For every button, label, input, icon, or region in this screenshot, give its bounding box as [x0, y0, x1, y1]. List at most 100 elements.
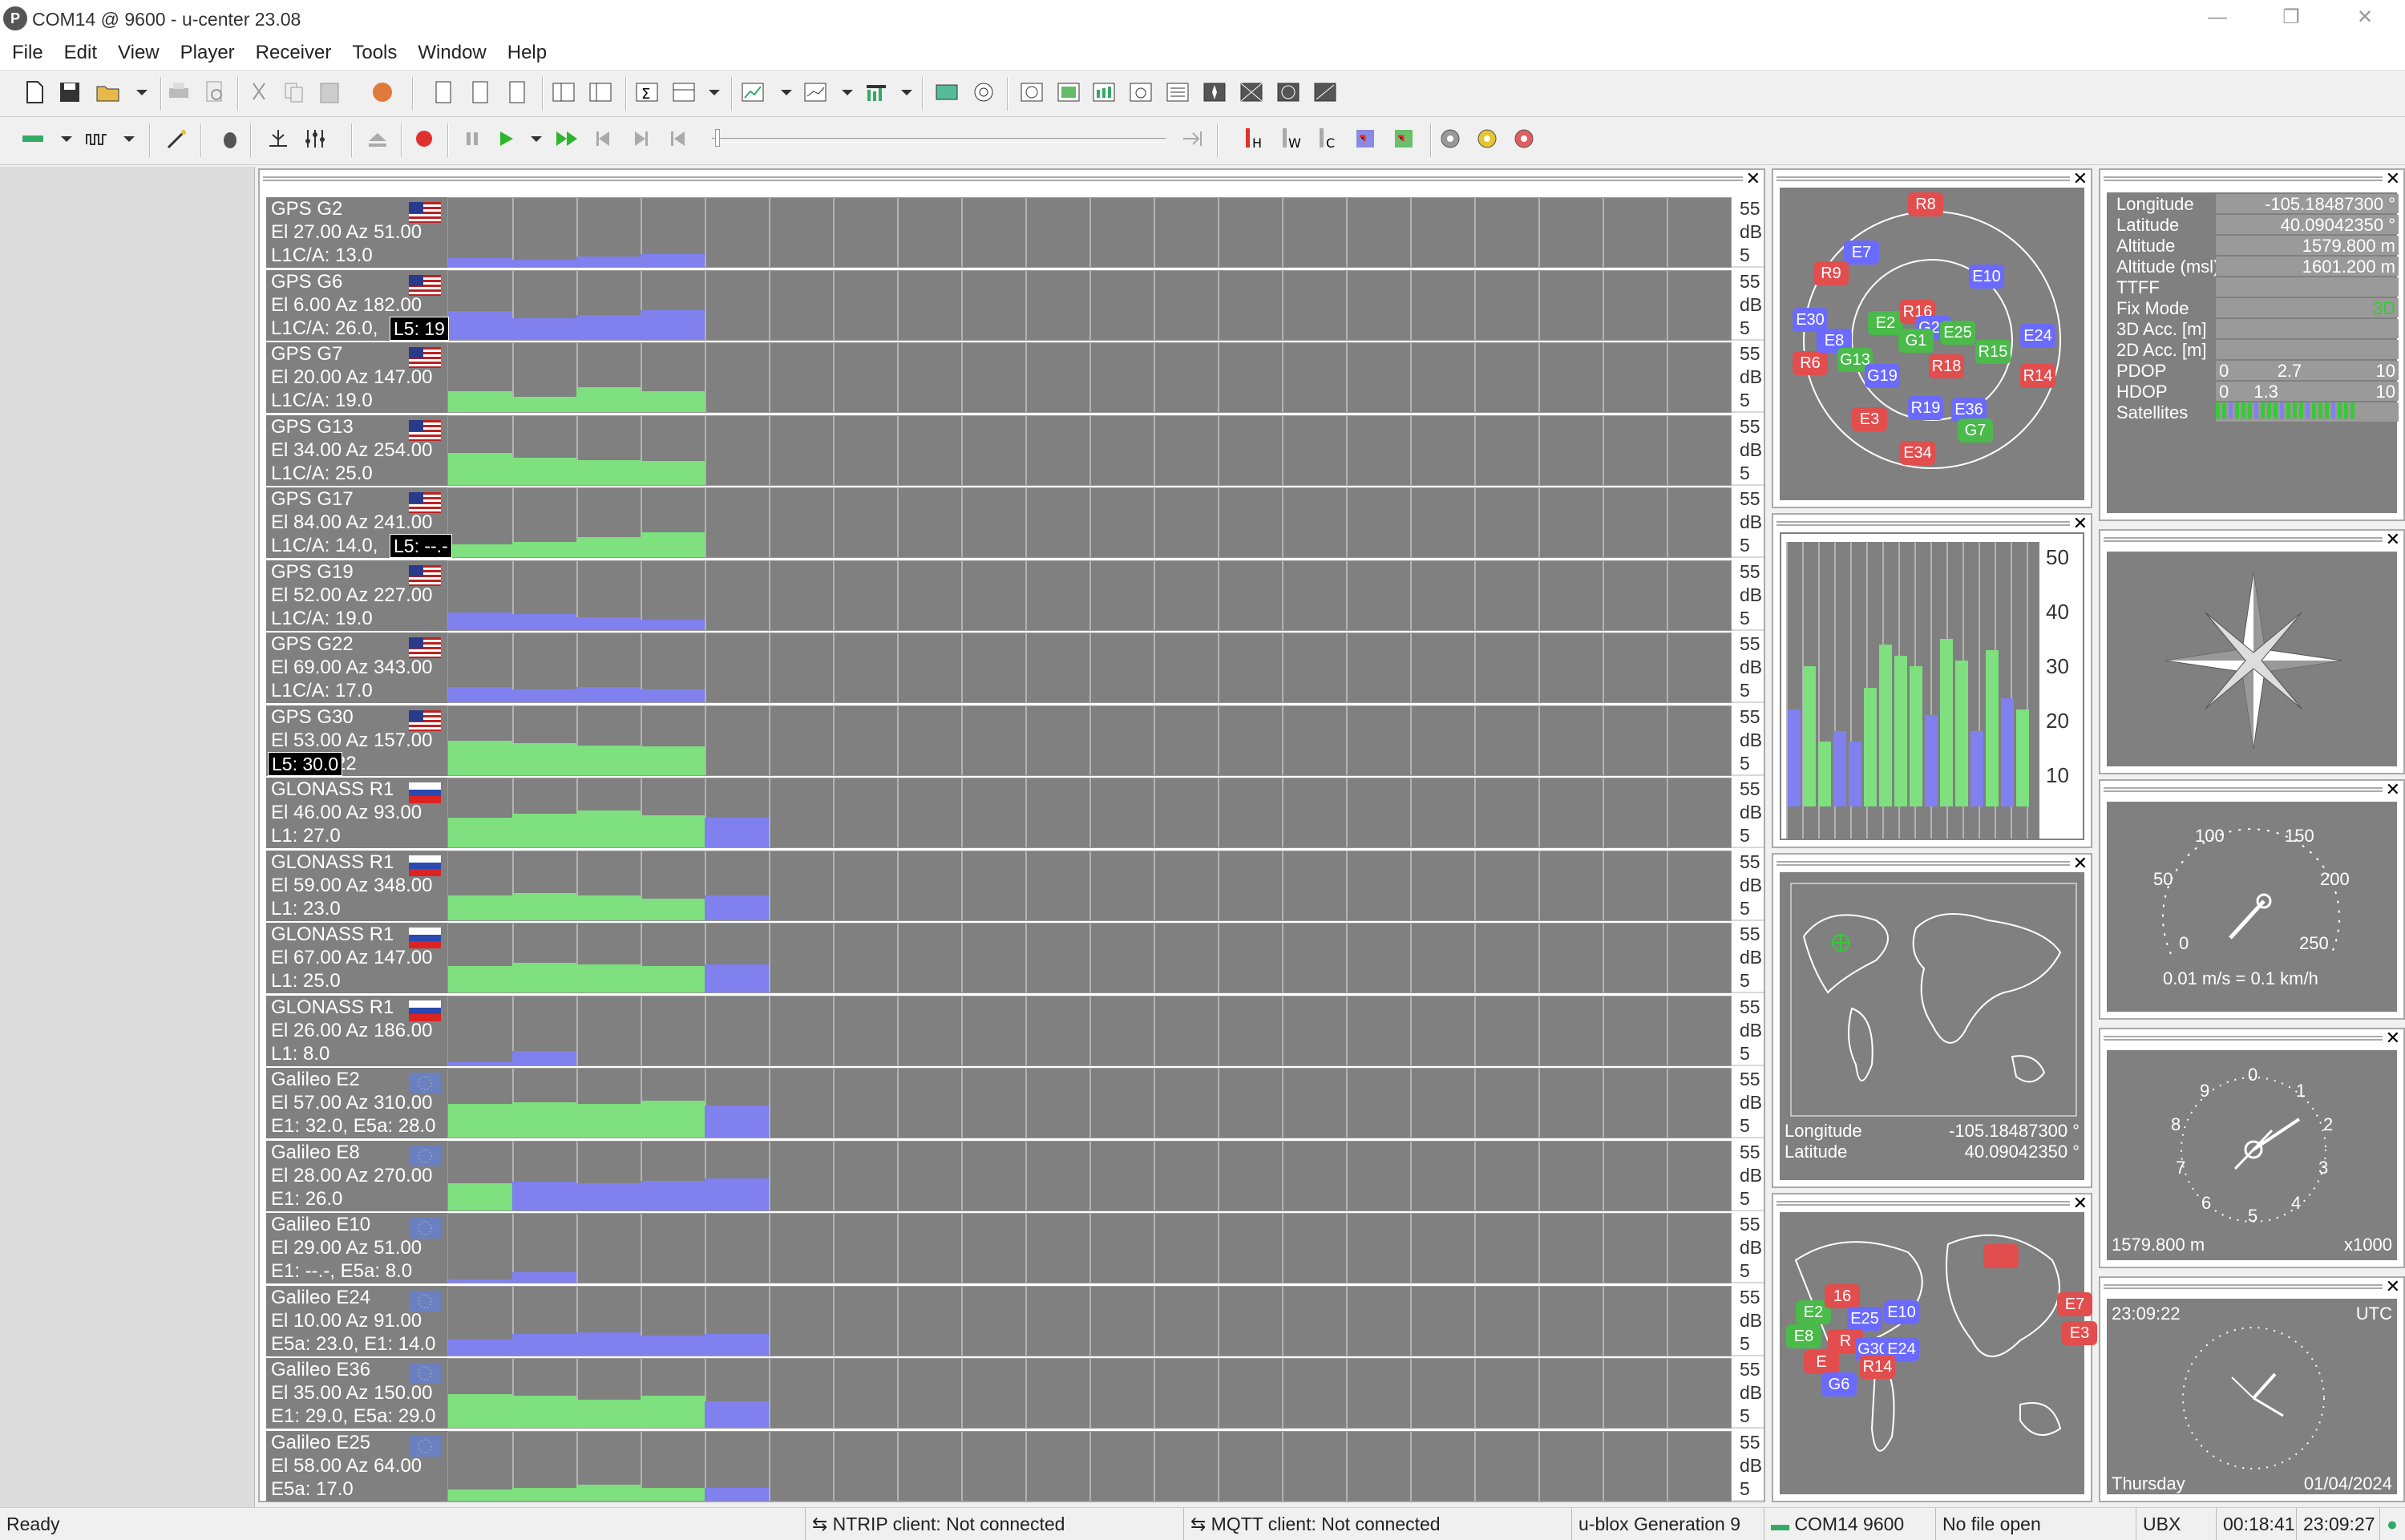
altimeter-view-icon[interactable] — [1312, 79, 1339, 106]
signal-bars-icon[interactable] — [863, 79, 890, 106]
menu-file[interactable]: File — [12, 42, 43, 63]
panel-grip[interactable] — [1776, 861, 2070, 866]
panel-grip[interactable] — [2104, 787, 2383, 792]
list-view-icon[interactable] — [1164, 79, 1191, 106]
pause-icon[interactable] — [459, 125, 486, 152]
debug-bug-icon[interactable] — [216, 125, 244, 152]
dropdown-arrow-icon[interactable] — [523, 125, 550, 152]
close-panel-icon[interactable]: ✕ — [2385, 1028, 2400, 1048]
antenna-icon[interactable] — [265, 125, 292, 152]
compass-view-icon[interactable] — [1201, 79, 1228, 106]
dropdown-arrow-icon[interactable] — [128, 79, 156, 106]
menu-player[interactable]: Player — [180, 42, 235, 63]
restore-button[interactable]: ❐ — [2282, 6, 2300, 28]
menu-view[interactable]: View — [118, 42, 160, 63]
panel-grip[interactable] — [2104, 176, 2383, 181]
table-view-icon[interactable] — [670, 79, 697, 106]
step-back-icon[interactable] — [590, 125, 617, 152]
panel-grip[interactable] — [2104, 1036, 2383, 1041]
packet-view-icon[interactable] — [467, 79, 494, 106]
clock-view-icon[interactable] — [1275, 79, 1302, 106]
cut-icon[interactable] — [245, 79, 273, 106]
satellite-marker: E10 — [1969, 265, 2004, 289]
print-icon[interactable] — [165, 79, 192, 106]
close-panel-icon[interactable]: ✕ — [1745, 168, 1760, 188]
open-folder-icon[interactable] — [95, 79, 122, 106]
copy-icon[interactable] — [281, 79, 308, 106]
signal-bar — [576, 1103, 641, 1138]
panel-grip[interactable] — [1776, 521, 2070, 526]
new-file-icon[interactable] — [21, 79, 48, 106]
save-icon[interactable] — [56, 79, 83, 106]
data-view-icon[interactable] — [1055, 79, 1082, 106]
baudrate-icon[interactable] — [83, 125, 111, 152]
close-panel-icon[interactable]: ✕ — [2072, 1193, 2088, 1213]
rewind-to-start-icon[interactable] — [664, 125, 691, 152]
connection-icon[interactable] — [19, 125, 46, 152]
mqtt-status[interactable]: ⇆ MQTT client: Not connected — [1183, 1508, 1576, 1540]
signal-view-icon[interactable] — [1090, 79, 1118, 106]
panel-grip[interactable] — [1776, 1201, 2070, 1206]
menu-help[interactable]: Help — [507, 42, 548, 63]
gear-icon[interactable] — [1473, 125, 1501, 152]
panel-grip[interactable] — [2104, 1284, 2383, 1289]
settings-gear-icon[interactable] — [1510, 125, 1538, 152]
paste-icon[interactable] — [316, 79, 343, 106]
dashboard-icon[interactable] — [1127, 79, 1154, 106]
autobauding-icon[interactable] — [164, 125, 191, 152]
menu-window[interactable]: Window — [418, 42, 487, 63]
slider-thumb[interactable] — [715, 129, 720, 147]
step-forward-icon[interactable] — [627, 125, 654, 152]
receiver-config-icon[interactable] — [1437, 125, 1464, 152]
clear-icon[interactable] — [369, 79, 396, 106]
resize-grip-icon[interactable]: ● — [2379, 1508, 2405, 1540]
warm-start-icon[interactable]: W — [1276, 125, 1304, 152]
close-panel-icon[interactable]: ✕ — [2385, 529, 2400, 549]
menu-edit[interactable]: Edit — [63, 42, 98, 63]
close-panel-icon[interactable]: ✕ — [2072, 513, 2088, 533]
grid-view-icon[interactable] — [1238, 79, 1265, 106]
playback-slider[interactable] — [712, 129, 1166, 147]
statistic-view-icon[interactable]: Σ — [633, 79, 661, 106]
ntrip-status[interactable]: ⇆ NTRIP client: Not connected — [805, 1508, 1182, 1540]
configure-view-icon[interactable] — [550, 79, 577, 106]
close-panel-icon[interactable]: ✕ — [2385, 168, 2400, 188]
minimize-button[interactable]: — — [2208, 6, 2227, 28]
panel-grip[interactable] — [1776, 176, 2070, 181]
dropdown-arrow-icon[interactable] — [773, 79, 800, 106]
sky-view-icon[interactable] — [970, 79, 997, 106]
text-console-icon[interactable] — [587, 79, 614, 106]
cold-start-icon[interactable]: C — [1313, 125, 1340, 152]
record-icon[interactable] — [410, 125, 438, 152]
autopoll-icon[interactable] — [1390, 125, 1417, 152]
map-view-icon[interactable] — [933, 79, 960, 106]
dropdown-arrow-icon[interactable] — [893, 79, 920, 106]
close-panel-icon[interactable]: ✕ — [2072, 168, 2088, 188]
close-panel-icon[interactable]: ✕ — [2385, 779, 2400, 799]
print-preview-icon[interactable] — [200, 79, 228, 106]
fast-forward-icon[interactable] — [553, 125, 580, 152]
histogram-icon[interactable] — [802, 79, 829, 106]
dropdown-arrow-icon[interactable] — [115, 125, 143, 152]
dropdown-arrow-icon[interactable] — [834, 79, 861, 106]
dropdown-arrow-icon[interactable] — [701, 79, 728, 106]
port-status[interactable]: ▬ COM14 9600 — [1764, 1508, 1935, 1540]
dropdown-arrow-icon[interactable] — [53, 125, 80, 152]
close-button[interactable]: ✕ — [2356, 6, 2374, 28]
messages-icon[interactable] — [430, 79, 457, 106]
panel-grip[interactable] — [263, 176, 1743, 181]
close-panel-icon[interactable]: ✕ — [2072, 853, 2088, 873]
binary-view-icon[interactable] — [503, 79, 531, 106]
deviation-map-icon[interactable] — [1018, 79, 1045, 106]
hot-start-icon[interactable]: H — [1239, 125, 1267, 152]
tune-icon[interactable] — [301, 125, 329, 152]
play-icon[interactable] — [492, 125, 519, 152]
chart-view-icon[interactable] — [739, 79, 766, 106]
poll-icon[interactable] — [1352, 125, 1379, 152]
menu-receiver[interactable]: Receiver — [255, 42, 332, 63]
eject-icon[interactable] — [364, 125, 391, 152]
close-panel-icon[interactable]: ✕ — [2385, 1276, 2400, 1296]
menu-tools[interactable]: Tools — [352, 42, 398, 63]
skip-to-end-icon[interactable] — [1178, 125, 1206, 152]
panel-grip[interactable] — [2104, 537, 2383, 542]
